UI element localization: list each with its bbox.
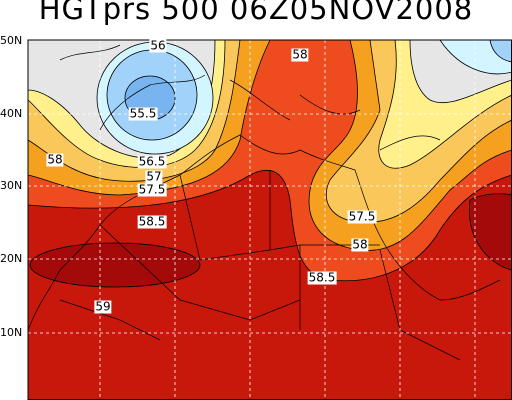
contour-label: 55.5 bbox=[128, 106, 158, 121]
latitude-label: 20N bbox=[0, 252, 23, 265]
contour-label: 58.5 bbox=[137, 214, 167, 229]
field-band bbox=[489, 39, 512, 63]
latitude-label: 50N bbox=[0, 34, 23, 47]
latitude-label: 30N bbox=[0, 179, 23, 192]
latitude-label: 10N bbox=[0, 326, 23, 339]
contour-label: 58 bbox=[351, 237, 369, 252]
graticule bbox=[28, 40, 512, 400]
contour-label: 56.5 bbox=[137, 154, 167, 169]
contour-label: 58 bbox=[291, 47, 309, 62]
contour-label: 58 bbox=[46, 152, 64, 167]
coastline bbox=[27, 134, 501, 331]
map-title: HGTprs 500 06Z05NOV2008 bbox=[38, 0, 474, 26]
contour-label: 57.5 bbox=[137, 182, 167, 197]
field-patch bbox=[29, 242, 201, 288]
coastline bbox=[59, 44, 441, 151]
contour-label: 57 bbox=[145, 169, 163, 184]
contour-label: 59 bbox=[94, 299, 112, 314]
border bbox=[59, 170, 461, 361]
contour-label: 56 bbox=[149, 38, 167, 53]
latitude-label: 40N bbox=[0, 107, 23, 120]
contour-label: 57.5 bbox=[347, 209, 377, 224]
contour-label: 58.5 bbox=[307, 270, 337, 285]
